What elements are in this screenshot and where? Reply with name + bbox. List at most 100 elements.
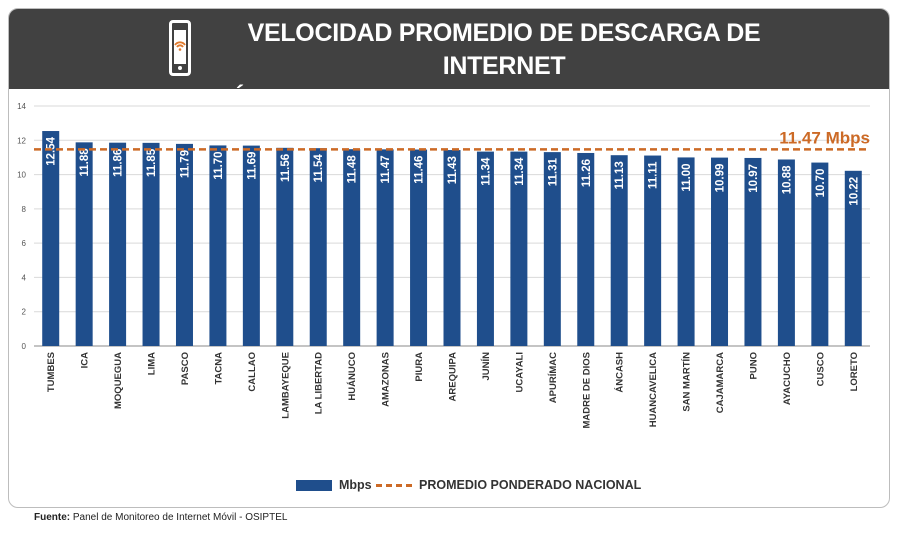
y-tick-label: 8 [22,205,27,214]
x-category-label: HUÁNUCO [347,352,358,401]
bar [443,150,461,346]
chart-title-line2: MÓVIL EN REDES 4G - FEBRERO 2024 [208,85,660,113]
bar [644,155,662,346]
bar [209,145,227,346]
x-category-label: ICA [80,352,91,369]
bar-value-label: 11.11 [648,161,660,189]
bar-value-label: 11.86 [113,149,125,177]
bar-value-label: 11.46 [414,156,426,184]
bar-value-label: 11.26 [581,159,593,187]
bar [844,170,862,346]
bar [410,149,428,346]
bar-value-label: 11.13 [614,161,626,189]
bar-value-label: 10.97 [748,164,760,193]
bar-value-label: 11.70 [213,151,225,179]
x-category-label: ÁNCASH [615,352,626,393]
x-category-label: SAN MARTÍN [682,352,693,412]
x-category-label: TACNA [213,352,224,385]
chart-title-suffix: (por regiones) [666,87,800,112]
y-tick-label: 14 [17,102,26,111]
y-tick-label: 2 [22,308,27,317]
source-label: Fuente: [34,512,71,523]
source-text: Panel de Monitoreo de Internet Móvil - O… [72,512,288,523]
chart-title-line1: VELOCIDAD PROMEDIO DE DESCARGA DE INTERN… [247,19,761,80]
x-category-label: AYACUCHO [782,352,793,405]
x-category-label: CALLAO [247,352,258,392]
x-category-label: PUNO [748,352,759,379]
x-category-label: CAJAMARCA [715,352,726,413]
bar [242,145,260,346]
y-tick-label: 12 [17,136,26,145]
bar-value-label: 11.48 [347,155,359,184]
average-reference-label: 11.47 Mbps [779,128,870,147]
x-category-label: HUANCAVELICA [648,352,659,427]
bar-value-label: 11.88 [79,148,91,177]
legend-average: PROMEDIO PONDERADO NACIONAL [376,477,641,493]
legend-line-swatch [376,483,412,487]
x-category-label: JUNÍN [481,352,492,381]
bar [309,148,327,346]
legend-bar-swatch [296,479,332,491]
bar [343,149,361,346]
bar-value-label: 12.54 [46,136,58,165]
bar [510,151,528,346]
x-category-label: AMAZONAS [381,352,392,407]
bar [610,155,628,346]
bar [42,131,60,346]
x-category-label: TUMBES [46,352,57,392]
bar-value-label: 11.54 [313,154,325,183]
bar-value-label: 11.00 [681,163,693,191]
x-category-label: PIURA [414,352,425,382]
chart-header: VELOCIDAD PROMEDIO DE DESCARGA DE INTERN… [9,9,889,113]
y-tick-label: 6 [22,239,27,248]
bar [175,143,193,346]
bar-value-label: 11.47 [380,155,392,183]
y-tick-label: 4 [22,273,27,282]
x-category-label: LAMBAYEQUE [280,352,291,419]
x-category-label: CUSCO [815,352,826,386]
legend-average-label: PROMEDIO PONDERADO NACIONAL [419,478,642,492]
x-category-label: APURÍMAC [548,352,559,403]
bar-value-label: 11.69 [246,152,258,180]
bar [777,159,795,346]
bar-value-label: 10.88 [781,165,793,194]
bar-value-label: 11.79 [179,150,191,178]
bar [577,152,595,346]
x-category-label: PASCO [180,352,191,385]
bar [75,142,93,346]
x-category-label: MADRE DE DIOS [581,352,592,429]
bar-value-label: 10.22 [848,177,860,206]
bar [142,142,160,346]
bar-value-label: 10.99 [715,164,727,193]
bar [543,152,561,346]
bar-value-label: 11.85 [146,148,158,177]
bar [276,147,294,346]
bar [109,142,127,346]
legend-mbps: Mbps [296,477,372,493]
x-category-label: LORETO [849,352,860,391]
x-category-label: UCAYALI [514,352,525,392]
smartphone-wifi-icon [169,20,191,76]
chart-title: VELOCIDAD PROMEDIO DE DESCARGA DE INTERN… [204,17,804,116]
bar [744,157,762,346]
y-tick-label: 10 [17,171,26,180]
bar-value-label: 11.56 [280,154,292,182]
source-note: Fuente: Panel de Monitoreo de Internet M… [34,512,287,523]
bar-value-label: 11.31 [547,158,559,187]
x-category-label: MOQUEGUA [113,352,124,409]
bar [711,157,729,346]
bar-value-label: 11.34 [514,157,526,186]
bar [677,157,695,346]
bar [811,162,829,346]
y-tick-label: 0 [22,342,27,351]
bar [376,149,394,346]
x-category-label: LA LIBERTAD [314,352,325,414]
legend-mbps-label: Mbps [339,478,372,492]
x-category-label: LIMA [147,352,158,375]
bar-value-label: 11.34 [480,157,492,186]
bar [476,151,494,346]
x-category-label: AREQUIPA [448,352,459,402]
bar-value-label: 10.70 [815,169,827,198]
bar-value-label: 11.43 [447,156,459,184]
